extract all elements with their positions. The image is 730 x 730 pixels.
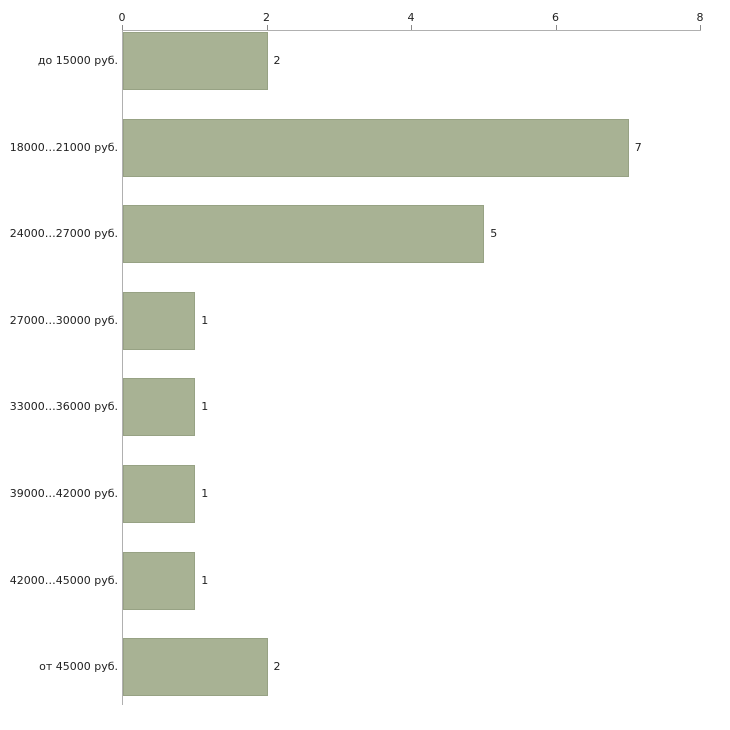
bar [123, 291, 195, 350]
value-label: 1 [201, 313, 209, 327]
x-tick-label: 2 [263, 11, 270, 24]
x-tick-mark [555, 25, 557, 30]
category-label: 39000…42000 руб. [9, 487, 118, 500]
category-label: 24000…27000 руб. [9, 227, 118, 241]
value-label: 2 [273, 54, 281, 67]
x-tick-label: 4 [407, 11, 415, 24]
value-label: 1 [201, 400, 209, 414]
bar [123, 118, 629, 177]
category-label: 33000…36000 руб. [9, 400, 118, 414]
x-tick-mark [411, 25, 412, 30]
category-label: 27000…30000 руб. [9, 313, 118, 327]
bar [123, 205, 484, 264]
x-tick-label: 0 [118, 11, 126, 24]
y-axis-line [122, 30, 123, 705]
x-tick-mark [700, 25, 701, 30]
x-tick-mark [122, 25, 123, 30]
value-label: 1 [201, 573, 209, 587]
category-label: 18000…21000 руб. [9, 140, 118, 154]
value-label: 7 [634, 140, 642, 154]
x-tick-label: 8 [696, 11, 704, 24]
value-label: 1 [201, 487, 209, 500]
category-label: 42000…45000 руб. [9, 573, 118, 587]
category-label: до 15000 руб. [37, 54, 118, 67]
value-label: 2 [273, 660, 281, 674]
bar [123, 551, 195, 610]
category-label: от 45000 руб. [39, 660, 118, 674]
bar [123, 378, 195, 437]
x-tick-label: 6 [552, 11, 559, 24]
x-axis-line [122, 30, 701, 31]
value-label: 5 [490, 227, 498, 241]
bar [123, 638, 268, 697]
bar [123, 32, 268, 90]
x-tick-mark [266, 25, 268, 30]
bar [123, 465, 195, 523]
